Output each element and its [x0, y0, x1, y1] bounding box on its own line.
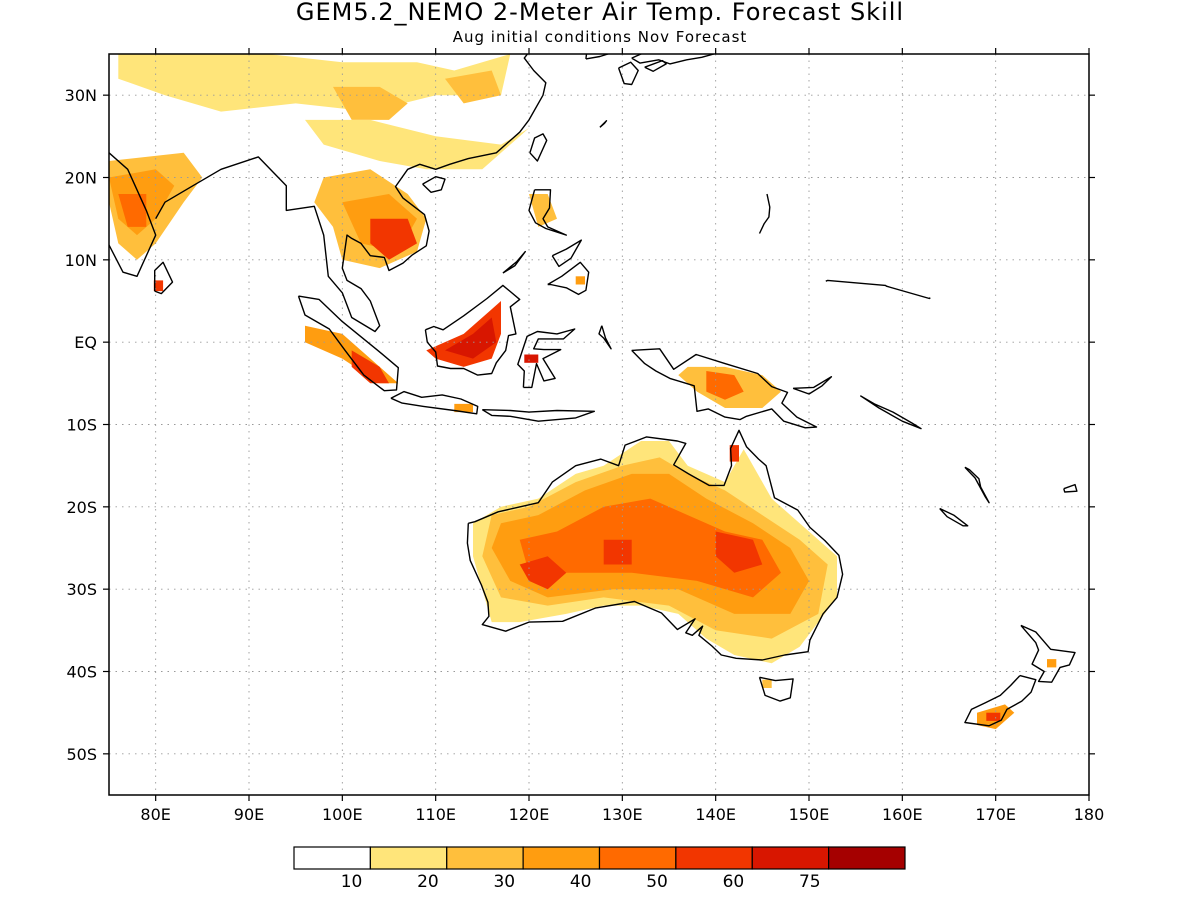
map-subtitle: Aug initial conditions Nov Forecast: [452, 28, 748, 46]
skill-region-australia-hot-2: [715, 531, 763, 573]
colorbar-swatch: [446, 846, 524, 870]
lat-tick-label: 20N: [65, 169, 97, 188]
coastline-caroline: [825, 279, 931, 300]
lat-tick-label: 40S: [66, 663, 97, 682]
lat-tick-label: 30S: [66, 580, 97, 599]
skill-region-sumatra-hot: [351, 350, 389, 384]
lon-tick-label: 120E: [509, 805, 550, 824]
coastline-new-caledonia: [939, 507, 969, 527]
coastline-japan-shikoku: [644, 59, 667, 73]
skill-region-borneo-core: [445, 317, 497, 359]
coastline-new-guinea: [631, 348, 818, 429]
lon-tick-label: 170E: [975, 805, 1016, 824]
skill-region-india-hot: [118, 194, 147, 227]
coastline-mindanao: [547, 261, 590, 296]
coastline-palawan: [502, 250, 526, 274]
coastline-hainan: [422, 175, 446, 194]
skill-region-tasmania: [762, 679, 772, 688]
colorbar-swatch: [828, 846, 906, 870]
lon-tick-label: 150E: [789, 805, 830, 824]
axes: 80E 90E 100E 110E 120E 130E 140E 150E 160E 170E 18…: [65, 48, 1105, 824]
lon-tick-label: 180: [1074, 805, 1105, 824]
skill-region-cape-york: [729, 445, 739, 462]
colorbar-label: 75: [799, 872, 821, 892]
coastline-new-britain: [792, 376, 833, 395]
coastline-australia: [466, 429, 844, 661]
colorbar-label: 30: [493, 872, 515, 892]
skill-region-java: [454, 403, 473, 413]
coastline-ryukyu: [599, 119, 608, 128]
coastline-sumatra: [297, 295, 399, 392]
skill-region-china-north: [118, 54, 511, 112]
lon-tick-label: 130E: [602, 805, 643, 824]
skill-region-sulawesi: [524, 354, 539, 363]
coastline-sri-lanka: [153, 261, 174, 295]
colorbar-label: 60: [723, 872, 745, 892]
coastline-visayas: [551, 239, 582, 268]
coastline-lesser-sunda: [481, 409, 595, 422]
coastline-sulawesi: [517, 328, 576, 389]
coastline-vanuatu: [964, 466, 990, 504]
skill-region-cambodia-hot: [370, 218, 417, 260]
coastline-taiwan: [529, 133, 548, 162]
coastline-fiji: [1063, 483, 1078, 493]
skill-region-mindanao: [575, 276, 585, 285]
skill-region-nz-north: [1047, 659, 1057, 668]
colorbar-swatch: [675, 846, 753, 870]
coastline-japan-kyushu: [617, 61, 639, 86]
skill-region-nz-south-hot: [986, 712, 1001, 721]
coastline-asia-mainland: [109, 152, 157, 277]
colorbar-label: 20: [417, 872, 439, 892]
lat-tick-label: 10N: [65, 251, 97, 270]
colorbar-label: 50: [646, 872, 668, 892]
skill-region-australia-hot-3: [603, 539, 632, 565]
skill-region-australia-l4: [519, 498, 781, 598]
colorbar-swatch: [598, 846, 677, 870]
lon-tick-label: 100E: [322, 805, 363, 824]
coastline-tasmania: [758, 676, 794, 702]
coastline-mariana: [758, 193, 771, 234]
colorbar-label: 10: [341, 872, 363, 892]
colorbar-swatch: [293, 846, 371, 870]
coastline-nz-south: [964, 674, 1037, 727]
coastline-nz-north: [1020, 624, 1076, 683]
lon-tick-label: 110E: [415, 805, 456, 824]
lat-tick-label: 20S: [66, 498, 97, 517]
coastline-solomons: [859, 395, 922, 430]
colorbar-swatch: [369, 846, 448, 870]
coastline-java: [390, 390, 479, 415]
lat-tick-label: 10S: [66, 416, 97, 435]
map-title: GEM5.2_NEMO 2-Meter Air Temp. Forecast S…: [295, 0, 905, 26]
skill-region-australia-hot-1: [519, 556, 567, 590]
lon-tick-label: 160E: [882, 805, 923, 824]
skill-region-sri-lanka: [153, 280, 164, 292]
coastline-borneo: [424, 284, 521, 376]
coastline-luzon: [528, 189, 567, 236]
lat-tick-label: EQ: [74, 333, 97, 352]
coastline-japan-honshu: [631, 54, 716, 65]
coastlines: [109, 54, 1078, 727]
coastline-halmahera: [598, 325, 612, 350]
lon-tick-label: 90E: [234, 805, 264, 824]
colorbar: 10 20 30 40 50 60 75: [293, 846, 906, 892]
lon-tick-label: 140E: [695, 805, 736, 824]
coastline-korea: [585, 54, 611, 60]
coastline-asia-east: [155, 54, 547, 333]
colorbar-swatch: [522, 846, 601, 870]
lat-tick-label: 30N: [65, 86, 97, 105]
colorbar-label: 40: [570, 872, 592, 892]
lon-tick-label: 80E: [140, 805, 170, 824]
colorbar-swatch: [751, 846, 830, 870]
lat-tick-label: 50S: [66, 745, 97, 764]
